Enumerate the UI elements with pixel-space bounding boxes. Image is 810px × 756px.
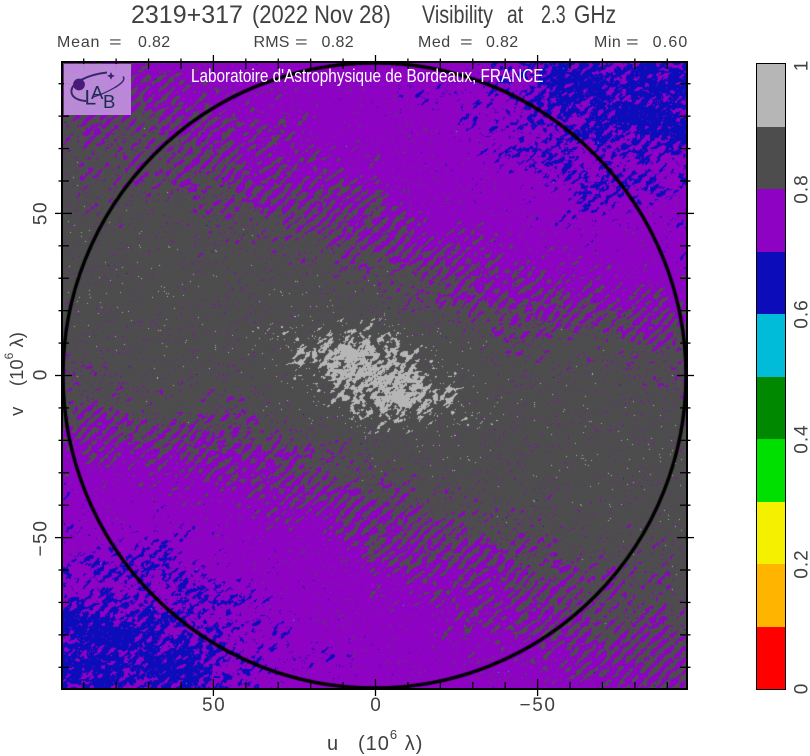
svg-text:A: A — [91, 82, 104, 103]
svg-text:L: L — [84, 86, 96, 109]
svg-text:B: B — [103, 91, 115, 112]
